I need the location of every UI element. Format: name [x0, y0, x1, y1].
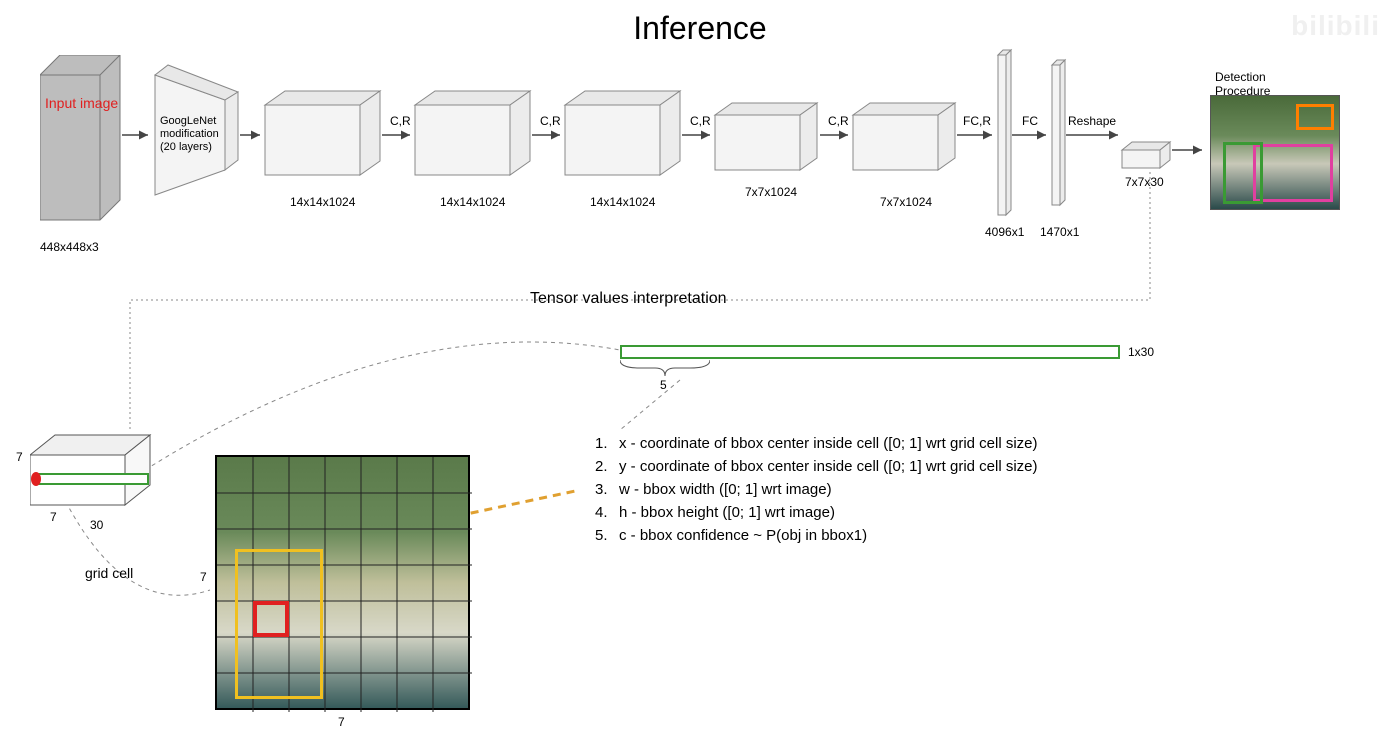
conv3 — [565, 91, 680, 175]
bbox-red-cell — [253, 601, 289, 637]
grid-h-label: 7 — [200, 570, 207, 584]
arrow-label-fc: FC — [1022, 114, 1038, 128]
detection-label: Detection Procedure — [1215, 70, 1295, 98]
conv4 — [715, 103, 817, 170]
tensor-bar-label: 1x30 — [1128, 345, 1154, 359]
tensor-cube-w: 7 — [50, 510, 57, 524]
fc1-caption: 4096x1 — [985, 225, 1024, 239]
arrow-label-cr-1: C,R — [390, 114, 411, 128]
input-image-slab — [40, 55, 130, 235]
tensor-cube-h: 7 — [16, 450, 23, 464]
conv1 — [265, 91, 380, 175]
brace-label: 5 — [660, 378, 667, 392]
grid-cell-label: grid cell — [85, 565, 133, 581]
tensor-bar — [620, 345, 1120, 359]
fc2-bar — [1052, 60, 1065, 205]
googlenet-label: GoogLeNet modification (20 layers) — [160, 115, 219, 155]
fc2-caption: 1470x1 — [1040, 225, 1079, 239]
grid-w-label: 7 — [338, 715, 345, 729]
grid-image — [215, 455, 470, 710]
page-title: Inference — [633, 10, 766, 47]
section-title: Tensor values interpretation — [530, 290, 727, 308]
input-caption: 448x448x3 — [40, 240, 99, 254]
conv1-caption: 14x14x1024 — [290, 195, 355, 209]
arrow-label-cr-4: C,R — [828, 114, 849, 128]
conv5-caption: 7x7x1024 — [880, 195, 932, 209]
output-tensor-caption: 7x7x30 — [1125, 175, 1164, 189]
interpretation-list: 1.x - coordinate of bbox center inside c… — [595, 435, 1038, 550]
input-image-label: Input image — [45, 95, 118, 112]
fc1-bar — [998, 50, 1011, 215]
output-image — [1210, 95, 1340, 210]
conv2-caption: 14x14x1024 — [440, 195, 505, 209]
conv4-caption: 7x7x1024 — [745, 185, 797, 199]
conv3-caption: 14x14x1024 — [590, 195, 655, 209]
brace-icon — [620, 360, 710, 380]
arrow-label-reshape: Reshape — [1068, 114, 1116, 128]
arrow-label-fcr: FC,R — [963, 114, 991, 128]
conv5 — [853, 103, 955, 170]
tensor-cube-d: 30 — [90, 518, 103, 532]
arrow-label-cr-3: C,R — [690, 114, 711, 128]
output-tensor-small — [1122, 142, 1170, 168]
watermark-text: bilibili — [1291, 10, 1380, 42]
arrow-label-cr-2: C,R — [540, 114, 561, 128]
conv2 — [415, 91, 530, 175]
